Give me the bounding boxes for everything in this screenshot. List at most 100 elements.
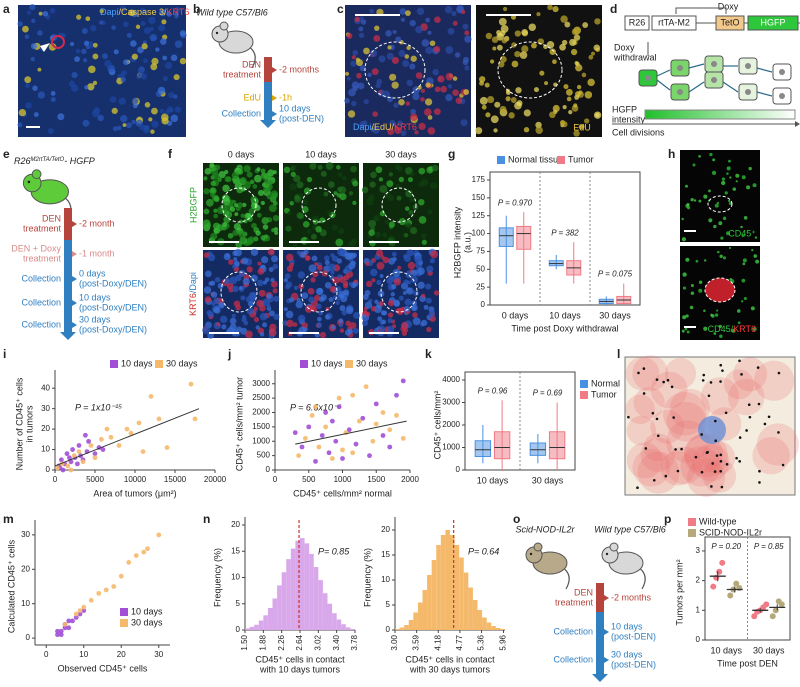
scatter-point [70, 447, 75, 452]
cell [384, 219, 390, 225]
cell [452, 20, 458, 26]
contact-zone [684, 433, 728, 478]
y-tick-label: 100 [472, 229, 486, 238]
timeline-notch [272, 67, 277, 73]
cell [351, 81, 360, 89]
timeline-arrow [260, 120, 276, 128]
cell [447, 27, 455, 35]
cell [285, 284, 291, 290]
timeline-arrow [592, 674, 608, 682]
cell [528, 23, 537, 31]
cell [122, 123, 127, 127]
cell [354, 16, 361, 23]
mouse-strain: Scid-NOD-IL2r [515, 524, 575, 534]
cell [406, 287, 414, 295]
scatter-point [336, 404, 342, 410]
event-time: 0 days [79, 268, 106, 278]
x-tick-label: 1.88 [258, 634, 267, 650]
cell [289, 297, 295, 303]
cell [403, 233, 409, 238]
cell [235, 206, 241, 212]
cell [398, 98, 405, 106]
cell [150, 63, 158, 71]
scatter-point [313, 458, 318, 464]
immune-cell [758, 481, 761, 484]
scatter-point [55, 632, 60, 638]
scatter-point [380, 433, 386, 438]
cell [385, 30, 392, 37]
cell [500, 56, 507, 63]
p-value: P = 0.96 [478, 386, 508, 395]
cell [285, 310, 294, 319]
cell [268, 310, 275, 317]
scatter-point [73, 611, 79, 617]
cell [353, 312, 360, 319]
cell [703, 309, 706, 313]
mouse-eye [27, 180, 31, 184]
nucleus [779, 93, 785, 99]
row-label-part: KRT6 [188, 293, 198, 316]
cell [387, 45, 392, 50]
cell [347, 328, 353, 334]
cell [342, 289, 350, 296]
legend-label: Normal [591, 378, 620, 388]
cell [708, 218, 713, 223]
contact-zone [727, 378, 765, 416]
box [548, 431, 566, 460]
cell [690, 291, 695, 295]
cell [523, 109, 531, 117]
cell [501, 38, 508, 44]
cell [716, 309, 719, 312]
cell [581, 72, 587, 78]
cell [726, 166, 731, 171]
event-label: EdU [243, 92, 261, 102]
event-label: DEN [42, 213, 61, 223]
cell [741, 175, 746, 180]
construct-arrow [675, 7, 727, 14]
cell [391, 251, 397, 257]
cell [365, 280, 373, 288]
cell [481, 104, 487, 110]
cell [728, 159, 731, 163]
panel-letter: p [664, 512, 671, 526]
immune-cell [706, 450, 709, 454]
event-time: (post-Doxy/DEN) [79, 324, 147, 334]
cell [370, 268, 378, 277]
cell [365, 261, 370, 267]
cell [240, 213, 245, 219]
cell [260, 264, 266, 270]
immune-cell [719, 380, 722, 383]
event-label: Collection [553, 626, 593, 636]
scatter-point [55, 465, 60, 471]
strip-point [733, 580, 740, 587]
immune-cell [700, 433, 703, 436]
strip-point [727, 592, 734, 599]
scatter-point [323, 424, 329, 430]
cell [755, 259, 760, 264]
immune-cell [756, 366, 760, 369]
scatter-point [136, 420, 142, 426]
scatter-point [58, 628, 64, 634]
cell [320, 294, 327, 301]
cell [424, 98, 433, 106]
cell [158, 24, 166, 32]
cell [686, 202, 690, 207]
cell [301, 206, 309, 213]
cell [216, 224, 224, 232]
cell [245, 330, 253, 339]
scatter-point [340, 447, 345, 453]
x-axis-label: Time post Doxy withdrawal [511, 323, 618, 333]
cell [369, 8, 374, 14]
immune-cell [719, 459, 723, 463]
panel-letter: d [610, 2, 617, 16]
cell [210, 291, 218, 298]
y-tick-label: 30 [21, 530, 30, 539]
mouse-eye [215, 31, 219, 35]
cell [126, 122, 132, 129]
panel-letter: a [3, 2, 10, 16]
timeline-notch [604, 629, 609, 635]
cell [164, 109, 170, 115]
cell [268, 328, 277, 337]
scatter-point [81, 604, 87, 610]
y-tick-label: 1000 [252, 436, 270, 445]
